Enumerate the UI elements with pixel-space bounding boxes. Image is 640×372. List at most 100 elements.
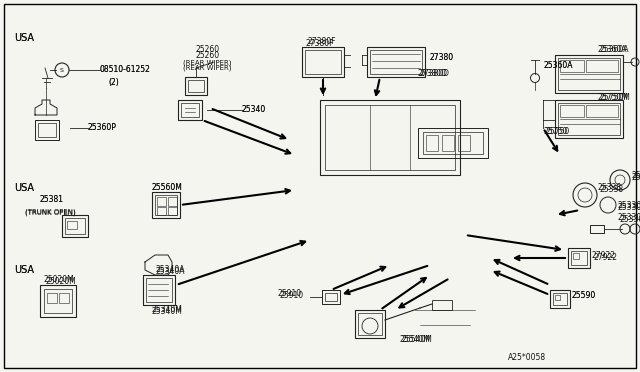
Bar: [35, 120, 59, 140]
Bar: [152, 192, 180, 218]
Bar: [320, 100, 460, 175]
Text: 25910: 25910: [278, 289, 302, 298]
Text: 25340: 25340: [242, 105, 266, 113]
Bar: [590, 225, 604, 233]
Bar: [558, 58, 620, 90]
Text: 27922: 27922: [591, 250, 615, 260]
Text: (REAR WIPER): (REAR WIPER): [183, 60, 232, 66]
Bar: [40, 285, 76, 317]
Text: (REAR WIPER): (REAR WIPER): [183, 65, 232, 71]
Text: 08510-61252: 08510-61252: [100, 64, 151, 74]
Text: 25360A: 25360A: [600, 45, 630, 55]
Text: 25360A: 25360A: [543, 61, 573, 71]
Bar: [62, 215, 88, 237]
Text: 27380: 27380: [430, 54, 454, 62]
Text: 25750: 25750: [545, 128, 569, 137]
Text: USA: USA: [14, 265, 34, 275]
Bar: [157, 207, 166, 215]
Text: 27380: 27380: [430, 54, 454, 62]
Text: 25020M: 25020M: [43, 276, 74, 285]
Bar: [418, 128, 488, 158]
Text: 25330C: 25330C: [618, 202, 640, 212]
Text: (2): (2): [108, 77, 119, 87]
Bar: [38, 123, 56, 137]
Text: 25340M: 25340M: [152, 305, 183, 314]
Text: 27380D: 27380D: [420, 70, 450, 78]
Bar: [553, 293, 567, 305]
Bar: [558, 103, 620, 135]
Bar: [143, 275, 175, 305]
Text: 25260: 25260: [195, 45, 219, 55]
Bar: [573, 253, 579, 259]
Bar: [305, 50, 341, 74]
Text: 27380F: 27380F: [306, 38, 334, 48]
Bar: [458, 135, 470, 151]
Bar: [555, 295, 560, 300]
Text: USA: USA: [14, 183, 34, 193]
Bar: [168, 207, 177, 215]
Bar: [59, 293, 69, 303]
Bar: [423, 132, 483, 154]
Text: 27922: 27922: [593, 253, 617, 263]
Text: 25750: 25750: [543, 128, 567, 137]
Bar: [555, 100, 623, 138]
Bar: [47, 293, 57, 303]
Bar: [426, 135, 438, 151]
Text: 25360A: 25360A: [543, 61, 573, 71]
Bar: [432, 300, 452, 310]
Text: 25020M: 25020M: [45, 276, 76, 285]
Text: 25360P: 25360P: [88, 122, 117, 131]
Bar: [550, 290, 570, 308]
Text: 25330C: 25330C: [618, 201, 640, 209]
Text: 25330A: 25330A: [620, 215, 640, 224]
Text: 25910: 25910: [280, 292, 304, 301]
Text: USA: USA: [14, 33, 34, 43]
Text: 25340A: 25340A: [156, 267, 186, 276]
Bar: [302, 47, 344, 77]
Bar: [355, 310, 385, 338]
Bar: [358, 313, 382, 335]
Bar: [367, 47, 425, 77]
Text: 25340A: 25340A: [155, 266, 184, 275]
Text: 25590: 25590: [572, 291, 596, 299]
Text: 25750M: 25750M: [600, 93, 631, 102]
Text: 25750M: 25750M: [598, 93, 629, 102]
Bar: [181, 103, 199, 117]
Text: 25540M: 25540M: [400, 336, 431, 344]
Text: USA: USA: [14, 265, 34, 275]
Bar: [370, 50, 422, 74]
Text: 25381: 25381: [40, 196, 64, 205]
Bar: [155, 195, 177, 215]
Text: USA: USA: [14, 183, 34, 193]
Text: 25560M: 25560M: [152, 183, 183, 192]
Bar: [568, 248, 590, 268]
Bar: [65, 218, 85, 234]
Bar: [178, 100, 202, 120]
Text: (2): (2): [108, 77, 119, 87]
Bar: [586, 60, 618, 72]
Bar: [188, 80, 204, 92]
Text: 25330: 25330: [632, 173, 640, 183]
Text: (TRUNK OPEN): (TRUNK OPEN): [25, 209, 76, 215]
Bar: [44, 289, 72, 313]
Text: 25260: 25260: [195, 51, 219, 61]
Text: 25330: 25330: [632, 171, 640, 180]
Text: A25*0058: A25*0058: [508, 353, 546, 362]
Text: USA: USA: [14, 33, 34, 43]
Bar: [560, 105, 584, 117]
Text: 25338: 25338: [600, 186, 624, 195]
Text: S: S: [60, 67, 64, 73]
Text: 25360A: 25360A: [598, 45, 627, 55]
Text: 25590: 25590: [572, 292, 596, 301]
Bar: [586, 105, 618, 117]
Text: 25381: 25381: [40, 196, 64, 205]
Bar: [168, 197, 177, 206]
Bar: [322, 290, 340, 304]
Text: 27380F: 27380F: [308, 38, 337, 46]
Text: 25560M: 25560M: [152, 183, 183, 192]
Bar: [185, 77, 207, 95]
Text: 08510-61252: 08510-61252: [100, 64, 151, 74]
Text: 25340: 25340: [242, 105, 266, 113]
Bar: [67, 221, 77, 229]
Text: 27380D: 27380D: [418, 70, 448, 78]
